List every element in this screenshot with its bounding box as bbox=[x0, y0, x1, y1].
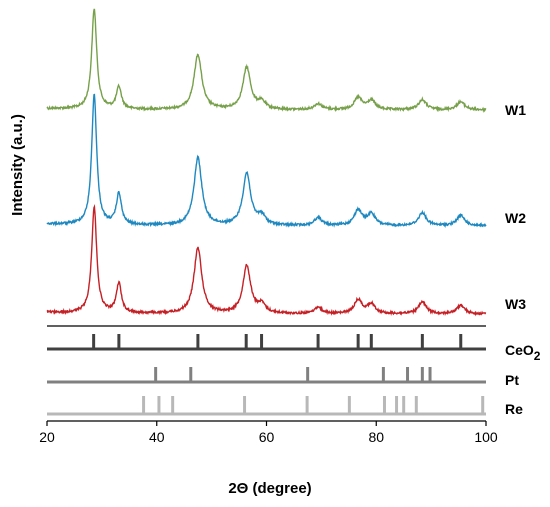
x-axis-title: 2Θ (degree) bbox=[228, 480, 311, 497]
x-tick-label-40: 40 bbox=[149, 429, 165, 445]
reference-label-ceo2: CeO2 bbox=[505, 342, 541, 363]
x-tick-label-20: 20 bbox=[39, 429, 55, 445]
series-line-w2 bbox=[46, 93, 487, 229]
y-axis-title: Intensity (a.u.) bbox=[9, 114, 26, 216]
series-line-w3 bbox=[46, 204, 487, 317]
reference-label-pt: Pt bbox=[505, 372, 519, 388]
series-label-w1: W1 bbox=[505, 102, 526, 118]
series-label-w3: W3 bbox=[505, 296, 526, 312]
x-tick-label-60: 60 bbox=[259, 429, 275, 445]
series-layer: W1 W2 W3 bbox=[46, 8, 526, 317]
x-tick-label-100: 100 bbox=[474, 429, 498, 445]
series-label-w2: W2 bbox=[505, 210, 526, 226]
series-line-w1 bbox=[46, 8, 487, 113]
reference-label-re: Re bbox=[505, 401, 523, 417]
x-tick-label-80: 80 bbox=[368, 429, 384, 445]
x-axis: 20 40 60 80 100 bbox=[39, 420, 498, 445]
reference-layer: CeO2 Pt Re bbox=[47, 325, 541, 417]
